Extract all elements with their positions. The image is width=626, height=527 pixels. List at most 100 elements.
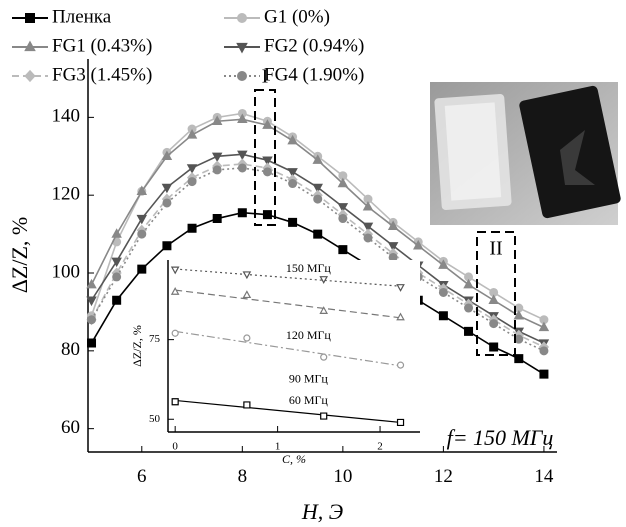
- series-label: 150 МГц: [286, 261, 332, 275]
- x-tick-label: 14: [534, 466, 554, 487]
- x-tick-label: 8: [238, 466, 248, 487]
- series-label: 120 МГц: [286, 328, 332, 342]
- annotation: f= 150 МГц: [447, 425, 554, 450]
- marker: [86, 296, 97, 307]
- legend-label: FG2 (0.94%): [264, 35, 364, 56]
- marker: [438, 311, 448, 321]
- marker: [338, 245, 348, 255]
- x-tick-label: 6: [137, 466, 147, 487]
- marker: [136, 214, 148, 225]
- marker: [86, 278, 97, 289]
- marker: [463, 278, 474, 289]
- marker: [212, 214, 222, 224]
- region-box: [476, 231, 516, 356]
- marker: [87, 338, 97, 348]
- legend-label: FG1 (0.43%): [52, 35, 152, 56]
- marker: [111, 257, 122, 268]
- marker: [25, 13, 35, 23]
- fit-line: [175, 289, 401, 319]
- x-tick-label: 12: [434, 466, 453, 487]
- photo: [430, 82, 621, 225]
- marker: [211, 152, 223, 163]
- x-tick-label: 1: [275, 440, 281, 452]
- marker: [539, 346, 549, 356]
- marker: [243, 401, 251, 409]
- marker: [396, 361, 405, 369]
- region-box: [254, 89, 276, 226]
- marker: [262, 156, 273, 167]
- marker: [337, 177, 349, 188]
- marker: [262, 210, 272, 220]
- marker: [288, 217, 298, 227]
- marker: [87, 315, 97, 325]
- fit-line: [175, 330, 401, 367]
- annotation: II: [489, 238, 502, 260]
- marker: [320, 412, 328, 420]
- legend-label: FG4 (1.90%): [264, 64, 364, 85]
- marker: [137, 264, 147, 274]
- marker: [539, 369, 549, 379]
- marker: [243, 334, 251, 342]
- marker: [396, 312, 405, 321]
- marker: [112, 272, 122, 282]
- marker: [24, 40, 36, 52]
- marker: [170, 266, 180, 275]
- marker: [237, 13, 247, 23]
- y-tick-label: 75: [149, 333, 161, 345]
- marker: [319, 306, 329, 314]
- marker: [313, 194, 323, 204]
- marker: [237, 163, 247, 173]
- marker: [161, 183, 173, 194]
- marker: [362, 201, 374, 211]
- legend-label: Пленка: [52, 6, 112, 27]
- annotation: I: [262, 66, 269, 88]
- marker: [187, 223, 197, 233]
- legend-label: FG3 (1.45%): [52, 64, 152, 85]
- x-axis-label: C, %: [282, 452, 306, 466]
- marker: [171, 329, 179, 337]
- marker: [413, 239, 424, 250]
- marker: [514, 354, 524, 364]
- x-tick-label: 10: [333, 466, 352, 487]
- marker: [237, 150, 248, 161]
- fit-line: [175, 399, 401, 424]
- x-tick-label: 0: [172, 440, 178, 452]
- marker: [237, 208, 247, 218]
- marker: [212, 165, 222, 175]
- y-tick-label: 120: [52, 184, 81, 205]
- marker: [112, 295, 122, 305]
- marker: [387, 242, 399, 252]
- marker: [170, 287, 180, 295]
- marker: [312, 154, 323, 164]
- marker: [363, 233, 373, 243]
- series-label: 60 МГц: [289, 393, 329, 407]
- marker: [287, 134, 298, 145]
- marker: [312, 183, 323, 194]
- y-tick-label: 60: [61, 417, 80, 438]
- marker: [396, 418, 405, 427]
- marker: [396, 284, 405, 292]
- marker: [242, 271, 252, 280]
- marker: [137, 229, 147, 239]
- marker: [287, 168, 298, 178]
- marker: [236, 42, 248, 54]
- marker: [237, 71, 247, 81]
- marker: [464, 303, 474, 313]
- marker: [242, 290, 252, 299]
- marker: [136, 185, 148, 195]
- marker: [288, 179, 298, 189]
- marker: [319, 276, 329, 284]
- y-tick-label: 80: [61, 339, 80, 360]
- marker: [111, 228, 122, 238]
- marker: [161, 150, 173, 160]
- marker: [162, 198, 172, 208]
- marker: [464, 326, 474, 336]
- marker: [211, 115, 223, 125]
- y-axis-label: ΔZ/Z, %: [7, 217, 32, 293]
- y-tick-label: 140: [52, 106, 81, 127]
- marker: [262, 167, 272, 177]
- marker: [171, 398, 179, 406]
- marker: [387, 220, 399, 231]
- marker: [338, 214, 348, 224]
- marker: [337, 203, 349, 213]
